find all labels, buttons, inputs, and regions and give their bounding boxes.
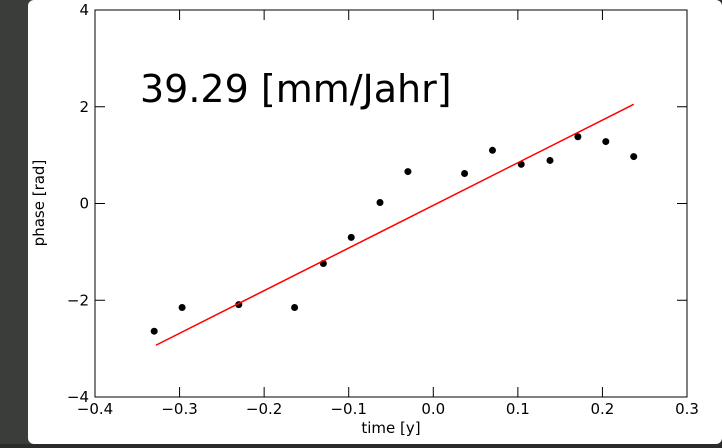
x-tick-label: 0.3 [675, 400, 699, 418]
point [630, 153, 638, 161]
fit-line [155, 103, 635, 346]
x-tick-label: 0.2 [590, 400, 614, 418]
point [488, 146, 496, 154]
x-tick-label: 0.0 [421, 400, 445, 418]
y-tick-label: 4 [79, 1, 89, 19]
y-axis-label: phase [rad] [30, 160, 48, 247]
y-tick-label: 0 [79, 195, 89, 213]
x-tick-label: 0.1 [506, 400, 530, 418]
point [574, 133, 582, 141]
y-tick-label: 2 [79, 98, 89, 116]
x-tick-label: −0.4 [77, 400, 113, 418]
point [291, 304, 299, 312]
y-tick-label: −4 [67, 388, 89, 406]
point [461, 170, 469, 178]
y-tick-label: −2 [67, 291, 89, 309]
point [376, 199, 384, 207]
x-tick-label: −0.1 [330, 400, 366, 418]
point [347, 233, 355, 241]
annotation: 39.29 [mm/Jahr] [140, 67, 452, 111]
x-tick-label: −0.2 [246, 400, 282, 418]
point [546, 156, 554, 164]
point [178, 304, 186, 312]
panel [28, 0, 722, 444]
point [404, 168, 412, 176]
x-tick-label: −0.3 [161, 400, 197, 418]
point [150, 327, 158, 335]
point [602, 138, 610, 146]
x-axis-label: time [y] [361, 419, 420, 437]
